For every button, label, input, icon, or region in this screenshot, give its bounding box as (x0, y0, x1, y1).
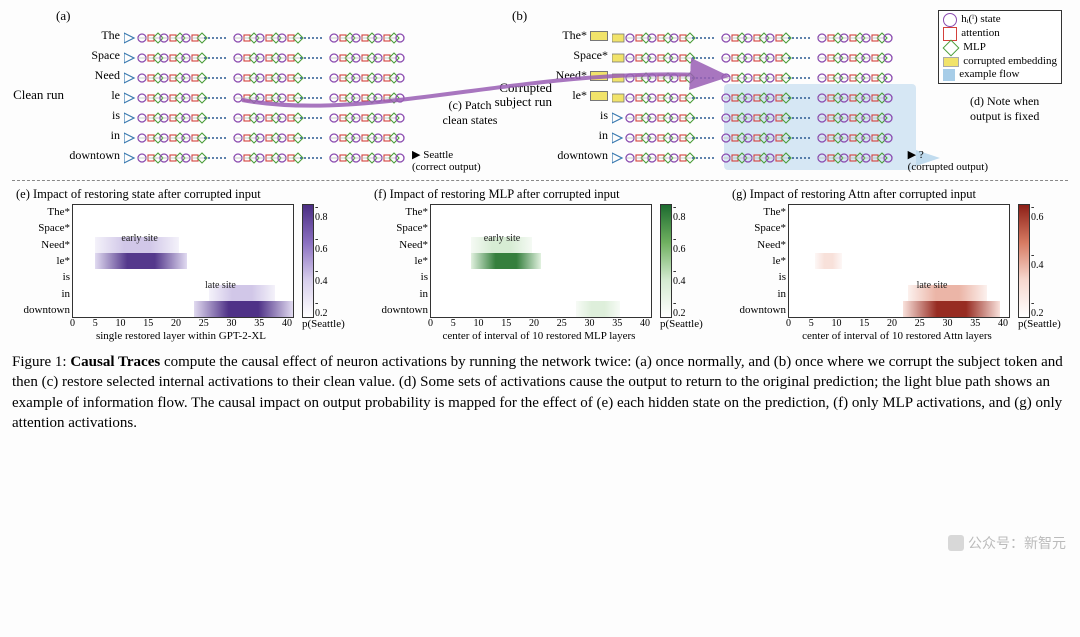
panel-b-label: (b) (512, 8, 527, 24)
corrupted-icon (943, 57, 959, 67)
token-label: The (66, 25, 122, 45)
legend-state: hᵢ(ˡ) state (961, 13, 1000, 26)
panel-a-label: (a) (56, 8, 70, 24)
watermark-text: 公众号：新智元 (968, 533, 1066, 553)
token-label: in (66, 125, 122, 145)
token-column-b: The* Space* Need* le* isindowntown (554, 25, 610, 165)
flow-icon (943, 69, 955, 81)
divider-dashed (12, 180, 1068, 181)
top-diagram-row: (a) (b) Clean run TheSpaceNeedleisindown… (12, 8, 1068, 170)
watermark: 公众号：新智元 (948, 533, 1066, 553)
heatmap-title: (g) Impact of restoring Attn after corru… (732, 187, 1068, 202)
token-label: Space (66, 45, 122, 65)
legend-attn: attention (961, 27, 1000, 40)
state-icon (943, 13, 957, 27)
token-label: Need* (554, 65, 610, 85)
token-label: is (554, 105, 610, 125)
token-label: The* (554, 25, 610, 45)
legend-corrupted: corrupted embedding (963, 55, 1057, 68)
token-label: downtown (66, 145, 122, 165)
token-label: in (554, 125, 610, 145)
heatmap-g: (g) Impact of restoring Attn after corru… (728, 187, 1068, 342)
caption-body: compute the causal effect of neuron acti… (12, 354, 1063, 431)
token-label: le* (554, 85, 610, 105)
token-label: Space* (554, 45, 610, 65)
heatmap-title: (f) Impact of restoring MLP after corrup… (374, 187, 710, 202)
token-label: le (66, 85, 122, 105)
wechat-icon (948, 535, 964, 551)
token-label: downtown (554, 145, 610, 165)
panel-c-label: (c) Patch clean states (430, 98, 510, 128)
heatmap-f: (f) Impact of restoring MLP after corrup… (370, 187, 710, 342)
caption-lead: Figure 1: (12, 354, 67, 370)
token-label: Need (66, 65, 122, 85)
heatmap-title: (e) Impact of restoring state after corr… (16, 187, 352, 202)
token-column-a: TheSpaceNeedleisindowntown (66, 25, 122, 165)
output-clean: ▶ Seattle (correct output) (412, 148, 481, 173)
figure-causal-traces: (a) (b) Clean run TheSpaceNeedleisindown… (12, 8, 1068, 433)
network-b-svg (612, 20, 957, 170)
output-corrupt: ▶ ? (corrupted output) (908, 148, 988, 173)
clean-run-label: Clean run (12, 88, 64, 102)
heatmap-e: (e) Impact of restoring state after corr… (12, 187, 352, 342)
heatmap-row: (e) Impact of restoring state after corr… (12, 187, 1068, 342)
figure-caption: Figure 1: Causal Traces compute the caus… (12, 352, 1068, 433)
caption-bold: Causal Traces (70, 354, 160, 370)
panel-d-label: (d) Note when output is fixed (970, 94, 1062, 124)
legend-flow: example flow (959, 68, 1019, 81)
mlp-icon (943, 40, 960, 57)
token-label: is (66, 105, 122, 125)
legend: hᵢ(ˡ) state attention MLP corrupted embe… (938, 10, 1062, 84)
legend-mlp: MLP (963, 41, 986, 54)
